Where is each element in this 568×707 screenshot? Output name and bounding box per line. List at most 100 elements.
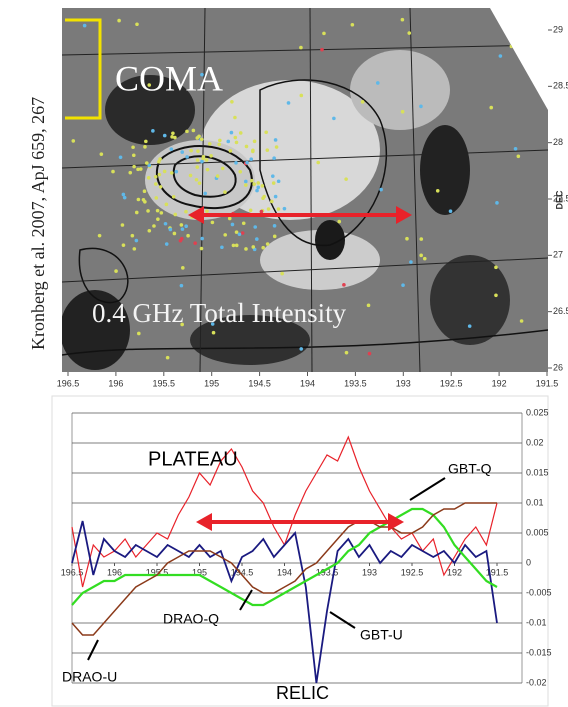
- galaxy-dot: [169, 228, 173, 232]
- galaxy-dot: [271, 174, 275, 178]
- galaxy-dot: [255, 237, 259, 241]
- galaxy-dot: [489, 106, 493, 110]
- map-title: COMA: [115, 58, 223, 98]
- galaxy-dot: [495, 201, 499, 205]
- galaxy-dot: [189, 149, 193, 153]
- galaxy-dot: [316, 161, 320, 165]
- galaxy-dot: [232, 244, 236, 248]
- galaxy-dot: [274, 138, 278, 142]
- page: COMA 0.4 GHz Total Intensity Kronberg et…: [0, 0, 568, 707]
- x-tick-label: 195: [204, 378, 219, 388]
- galaxy-dot: [200, 237, 204, 241]
- galaxy-dot: [368, 352, 372, 356]
- galaxy-dot: [245, 161, 249, 165]
- galaxy-dot: [152, 224, 156, 228]
- galaxy-dot: [180, 150, 184, 154]
- galaxy-dot: [407, 31, 411, 35]
- galaxy-dot: [468, 324, 472, 328]
- galaxy-dot: [180, 237, 184, 241]
- galaxy-dot: [245, 145, 249, 149]
- galaxy-dot: [144, 140, 148, 144]
- galaxy-dot: [135, 22, 139, 26]
- galaxy-dot: [344, 177, 348, 181]
- galaxy-dot: [184, 224, 188, 228]
- x-tick-label: 196.5: [57, 378, 80, 388]
- galaxy-dot: [143, 145, 147, 149]
- galaxy-dot: [181, 227, 185, 231]
- galaxy-dot: [299, 94, 303, 98]
- galaxy-dot: [230, 100, 234, 104]
- galaxy-dot: [244, 247, 248, 251]
- galaxy-dot: [180, 284, 184, 288]
- galaxy-dot: [253, 225, 257, 229]
- galaxy-dot: [170, 147, 174, 151]
- galaxy-dot: [251, 245, 255, 249]
- galaxy-dot: [494, 266, 498, 270]
- galaxy-dot: [235, 230, 239, 234]
- galaxy-dot: [192, 129, 196, 133]
- galaxy-dot: [117, 19, 121, 23]
- galaxy-dot: [267, 207, 271, 211]
- galaxy-dot: [122, 243, 126, 247]
- galaxy-dot: [173, 232, 177, 236]
- galaxy-dot: [139, 167, 143, 171]
- y-tick-label: 0: [526, 557, 531, 567]
- galaxy-dot: [266, 242, 270, 246]
- galaxy-dot: [151, 129, 155, 133]
- galaxy-dot: [229, 149, 233, 153]
- galaxy-dot: [244, 180, 248, 184]
- x-tick-label: 192.5: [440, 378, 463, 388]
- galaxy-dot: [261, 246, 265, 250]
- galaxy-dot: [218, 139, 222, 143]
- galaxy-dot: [249, 208, 253, 212]
- galaxy-dot: [193, 241, 197, 245]
- galaxy-dot: [173, 136, 177, 140]
- galaxy-dot: [71, 139, 75, 143]
- galaxy-dot: [252, 182, 256, 186]
- galaxy-dot: [121, 223, 125, 227]
- galaxy-dot: [208, 142, 212, 146]
- series-label: DRAO-U: [62, 669, 117, 685]
- galaxy-dot: [499, 54, 503, 58]
- galaxy-dot: [143, 200, 147, 204]
- galaxy-dot: [260, 210, 264, 214]
- galaxy-dot: [203, 192, 207, 196]
- galaxy-dot: [342, 283, 346, 287]
- galaxy-dot: [147, 176, 151, 180]
- galaxy-dot: [158, 157, 162, 161]
- galaxy-dot: [205, 158, 209, 162]
- galaxy-dot: [251, 150, 255, 154]
- galaxy-dot: [211, 221, 215, 225]
- y-tick-label: 0.025: [526, 407, 549, 417]
- galaxy-dot: [135, 239, 139, 243]
- galaxy-dot: [212, 331, 216, 335]
- galaxy-dot: [206, 168, 210, 172]
- galaxy-dot: [181, 266, 185, 270]
- galaxy-dot: [449, 209, 453, 213]
- galaxy-dot: [242, 221, 246, 225]
- galaxy-dot: [233, 116, 237, 120]
- galaxy-dot: [195, 165, 199, 169]
- x-tick-label: 196: [107, 567, 122, 577]
- y-tick-label: 26: [553, 362, 563, 372]
- galaxy-dot: [517, 154, 521, 158]
- galaxy-dot: [223, 233, 227, 237]
- galaxy-dot: [419, 237, 423, 241]
- x-tick-label: 194: [277, 567, 292, 577]
- galaxy-dot: [405, 237, 409, 241]
- galaxy-dot: [275, 145, 279, 149]
- galaxy-dot: [238, 232, 242, 236]
- galaxy-dot: [272, 156, 276, 160]
- galaxy-dot: [217, 143, 221, 147]
- galaxy-dot: [272, 181, 276, 185]
- x-tick-label: 194.5: [248, 378, 271, 388]
- galaxy-dot: [164, 222, 168, 226]
- galaxy-dot: [173, 213, 177, 217]
- galaxy-dot: [128, 171, 132, 175]
- galaxy-dot: [143, 189, 147, 193]
- galaxy-dot: [123, 196, 127, 200]
- galaxy-dot: [135, 211, 139, 215]
- galaxy-dot: [137, 332, 141, 336]
- galaxy-dot: [184, 210, 188, 214]
- galaxy-dot: [226, 140, 230, 144]
